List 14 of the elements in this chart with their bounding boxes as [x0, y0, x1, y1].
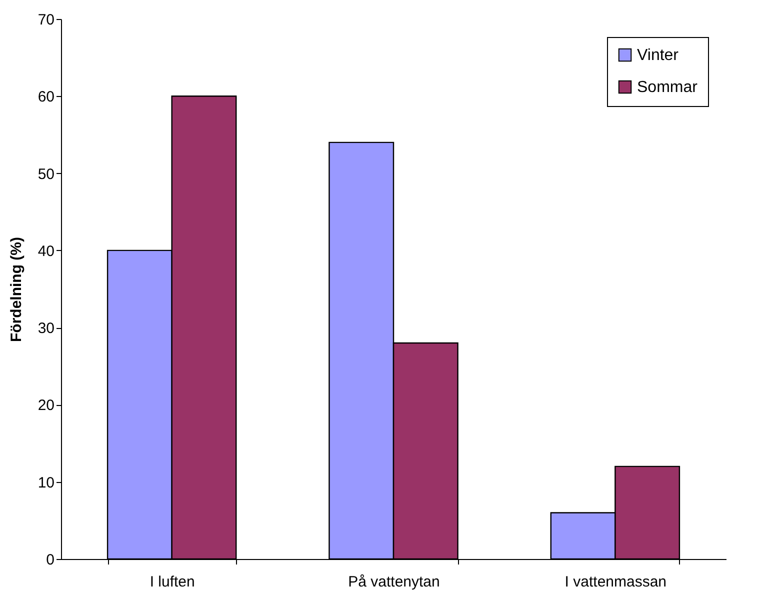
- y-axis-title: Fördelning (%): [8, 237, 25, 342]
- y-tick-label: 30: [38, 320, 54, 338]
- y-tick-label: 60: [38, 88, 54, 106]
- y-tick-label: 10: [38, 474, 54, 492]
- x-tick-label: I luften: [150, 574, 195, 590]
- legend-label: Vinter: [637, 47, 680, 64]
- x-tick-label: På vattenytan: [348, 574, 440, 590]
- y-tick-label: 70: [38, 12, 54, 28]
- y-tick-label: 40: [38, 242, 54, 260]
- x-tick-label: I vattenmassan: [564, 574, 667, 590]
- legend-label: Sommar: [637, 79, 698, 96]
- y-tick-label: 50: [38, 166, 54, 183]
- y-tick-label: 20: [38, 397, 54, 414]
- y-tick-label: 0: [46, 552, 54, 568]
